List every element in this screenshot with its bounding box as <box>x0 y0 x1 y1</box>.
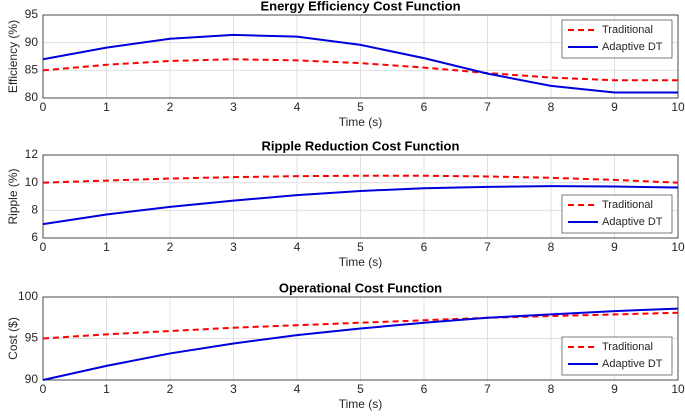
y-axis-label: Efficiency (%) <box>6 20 20 93</box>
y-tick-label: 95 <box>25 7 39 21</box>
x-axis-label: Time (s) <box>339 397 383 411</box>
series-line <box>42 174 679 184</box>
x-axis-label: Time (s) <box>339 255 383 269</box>
y-tick-label: 80 <box>25 90 39 104</box>
x-tick-label: 10 <box>671 240 685 254</box>
x-tick-label: 7 <box>484 382 491 396</box>
x-tick-label: 9 <box>611 382 618 396</box>
x-tick-label: 10 <box>671 100 685 114</box>
x-tick-label: 10 <box>671 382 685 396</box>
legend-label: Traditional <box>602 199 653 211</box>
x-tick-label: 0 <box>40 100 47 114</box>
y-tick-label: 12 <box>25 147 39 161</box>
legend: Traditional Adaptive DT <box>561 336 673 376</box>
legend-box <box>561 19 673 59</box>
chart-title: Operational Cost Function <box>279 280 442 295</box>
y-tick-label: 95 <box>25 331 39 345</box>
x-tick-label: 7 <box>484 100 491 114</box>
x-tick-label: 0 <box>40 382 47 396</box>
y-tick-label: 8 <box>31 203 38 217</box>
x-tick-label: 7 <box>484 240 491 254</box>
legend-label: Adaptive DT <box>602 216 663 228</box>
y-axis-label: Ripple (%) <box>6 168 20 224</box>
series-line <box>42 58 678 82</box>
x-tick-label: 6 <box>421 382 428 396</box>
x-tick-label: 5 <box>357 100 364 114</box>
x-tick-label: 3 <box>230 240 237 254</box>
x-tick-label: 9 <box>611 240 618 254</box>
legend-label: Adaptive DT <box>602 41 663 53</box>
axes-frame <box>42 14 679 99</box>
y-tick-label: 85 <box>25 63 39 77</box>
legend-box <box>561 194 673 234</box>
y-tick-label: 100 <box>18 289 38 303</box>
x-tick-label: 3 <box>230 382 237 396</box>
x-tick-label: 1 <box>103 100 110 114</box>
x-tick-label: 3 <box>230 100 237 114</box>
x-tick-label: 5 <box>357 382 364 396</box>
x-tick-label: 6 <box>421 100 428 114</box>
y-tick-label: 6 <box>31 230 38 244</box>
legend-label: Adaptive DT <box>602 358 663 370</box>
series-line <box>42 307 679 381</box>
x-tick-label: 0 <box>40 240 47 254</box>
y-tick-label: 90 <box>25 372 39 386</box>
x-tick-label: 6 <box>421 240 428 254</box>
y-tick-label: 90 <box>25 35 39 49</box>
legend: Traditional Adaptive DT <box>561 19 673 59</box>
x-tick-label: 8 <box>548 100 555 114</box>
x-tick-label: 5 <box>357 240 364 254</box>
x-tick-label: 4 <box>294 100 301 114</box>
x-tick-label: 1 <box>103 240 110 254</box>
x-tick-label: 4 <box>294 240 301 254</box>
x-tick-label: 8 <box>548 240 555 254</box>
x-tick-label: 2 <box>167 240 174 254</box>
x-tick-label: 2 <box>167 100 174 114</box>
x-tick-label: 9 <box>611 100 618 114</box>
legend: Traditional Adaptive DT <box>561 194 673 234</box>
chart-title: Energy Efficiency Cost Function <box>260 0 460 13</box>
y-axis-label: Cost ($) <box>6 317 20 360</box>
y-tick-label: 10 <box>25 175 39 189</box>
legend-box <box>561 336 673 376</box>
series-line <box>42 185 679 226</box>
x-axis-label: Time (s) <box>339 115 383 129</box>
axes-frame <box>42 154 679 239</box>
series-line <box>42 33 678 94</box>
legend-label: Traditional <box>602 341 653 353</box>
x-tick-label: 1 <box>103 382 110 396</box>
x-tick-label: 2 <box>167 382 174 396</box>
x-tick-label: 8 <box>548 382 555 396</box>
x-tick-label: 4 <box>294 382 301 396</box>
legend-label: Traditional <box>602 24 653 36</box>
chart-title: Ripple Reduction Cost Function <box>262 138 460 153</box>
